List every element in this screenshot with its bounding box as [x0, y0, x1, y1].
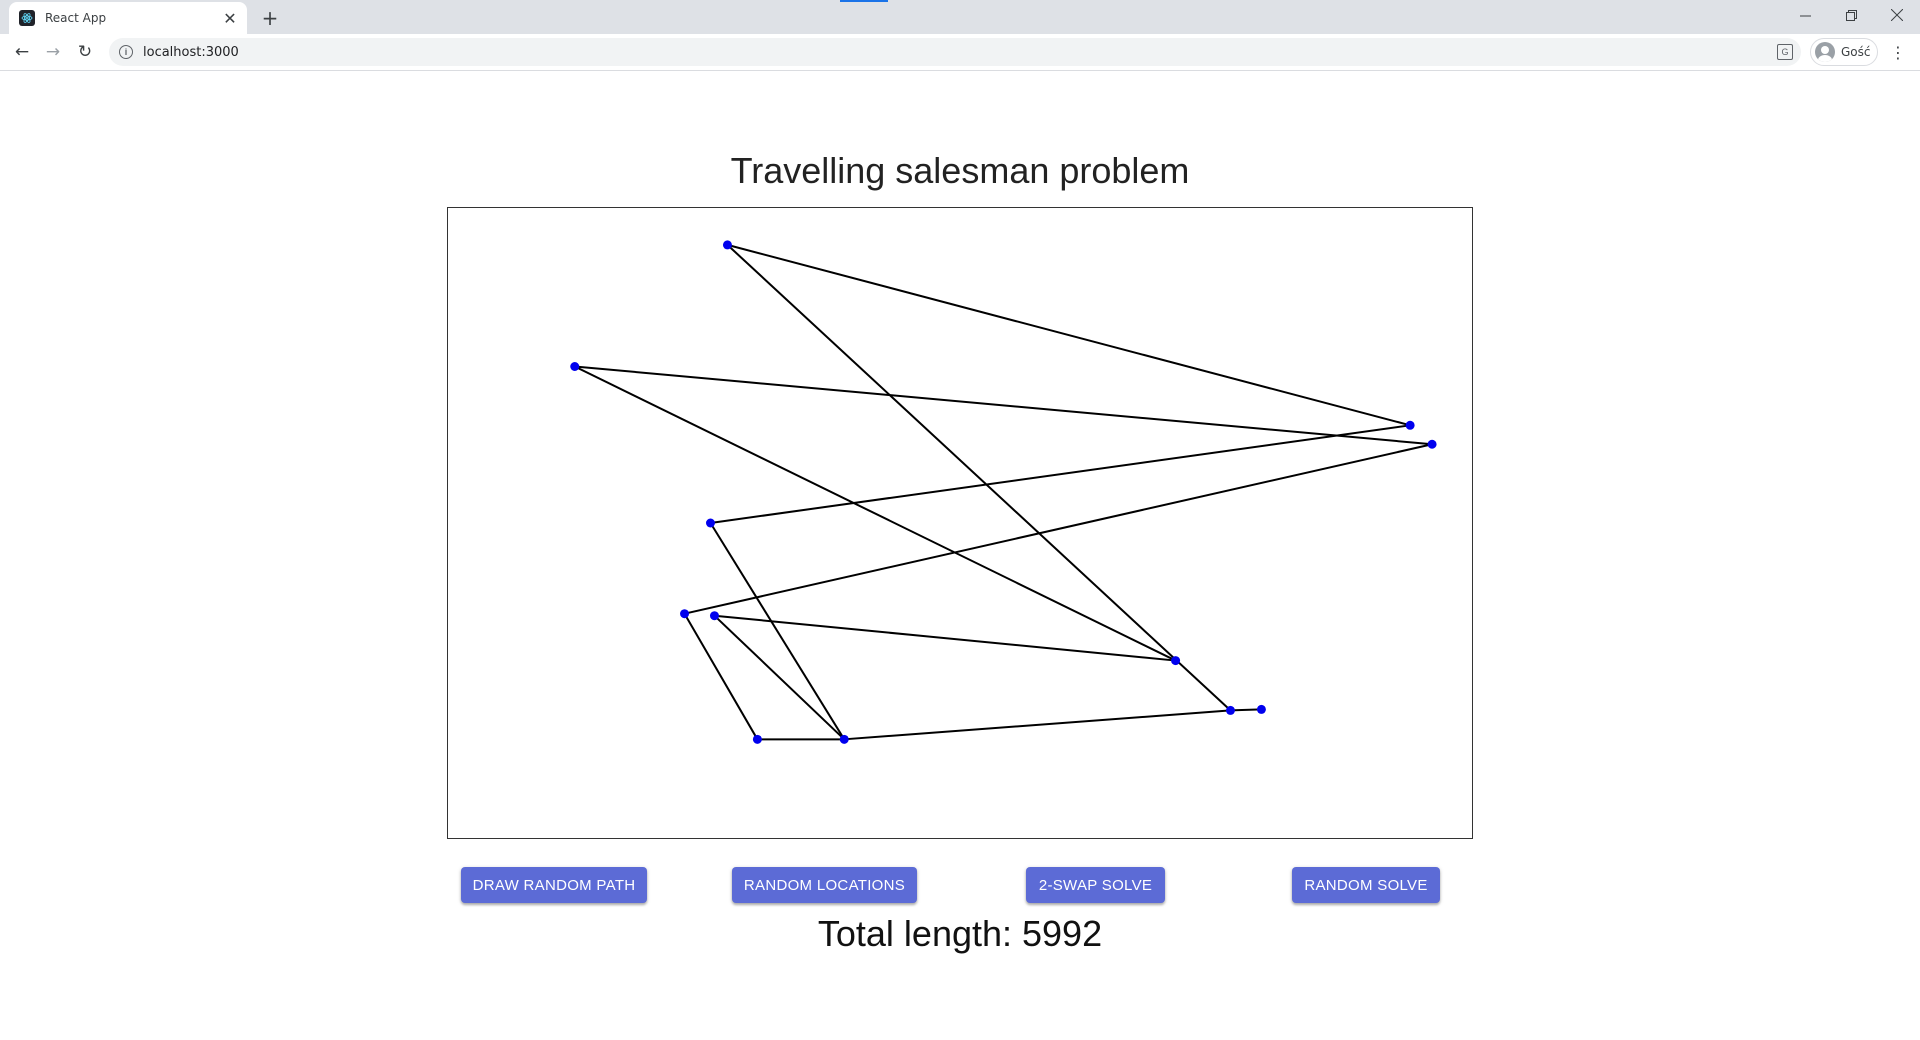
browser-tab[interactable]: React App ✕ [9, 2, 247, 34]
path-segment [684, 443, 1433, 615]
city-point [1256, 704, 1266, 714]
city-point [705, 518, 715, 528]
address-url[interactable]: localhost:3000 [143, 44, 239, 60]
profile-name: Gość [1841, 45, 1871, 59]
back-arrow-icon[interactable]: ← [14, 42, 30, 62]
city-point [709, 611, 719, 621]
tsp-canvas [447, 207, 1473, 839]
path-segment [713, 614, 845, 741]
path-segment [726, 244, 1232, 712]
city-point [1405, 420, 1415, 430]
city-point [839, 734, 849, 744]
profile-button[interactable]: Gość [1810, 38, 1878, 66]
path-segment [574, 365, 1177, 662]
city-point [722, 240, 732, 250]
minimize-icon[interactable] [1782, 0, 1828, 30]
total-length: Total length: 5992 [817, 913, 1103, 954]
path-segment [844, 709, 1231, 741]
translate-icon[interactable]: G [1777, 44, 1793, 60]
city-point [1427, 439, 1437, 449]
two-swap-solve-button[interactable]: 2-SWAP SOLVE [1026, 867, 1165, 903]
random-solve-button[interactable]: RANDOM SOLVE [1292, 867, 1440, 903]
react-logo-icon [19, 10, 35, 26]
path-segment [710, 424, 1411, 524]
plus-icon[interactable]: + [261, 6, 279, 30]
city-point [752, 734, 762, 744]
city-point [680, 609, 690, 619]
close-window-icon[interactable] [1874, 0, 1920, 30]
city-point [1225, 705, 1235, 715]
path-segment [683, 613, 759, 740]
city-point [570, 361, 580, 371]
path-segment [727, 243, 1411, 427]
path-segment [709, 522, 846, 740]
forward-arrow-icon[interactable]: → [45, 42, 61, 62]
address-bar[interactable]: i localhost:3000 G [109, 38, 1801, 66]
info-icon[interactable]: i [119, 45, 133, 59]
kebab-menu-icon[interactable]: ⋮ [1890, 42, 1906, 62]
browser-toolbar: ← → ↻ i localhost:3000 G Gość ⋮ [0, 34, 1920, 71]
tab-title: React App [45, 11, 107, 25]
tsp-plot [570, 240, 1437, 744]
path-segment [574, 365, 1433, 446]
tab-strip: React App ✕ + [0, 0, 1920, 34]
path-segment [714, 614, 1176, 662]
page-title: Travelling salesman problem [730, 150, 1190, 191]
draw-random-path-button[interactable]: DRAW RANDOM PATH [461, 867, 647, 903]
tab-strip-indicator [840, 0, 888, 2]
restore-icon[interactable] [1828, 0, 1874, 30]
avatar-icon [1815, 42, 1835, 62]
close-icon[interactable]: ✕ [223, 8, 237, 28]
city-point [1171, 656, 1181, 666]
path-segment [1230, 708, 1262, 712]
random-locations-button[interactable]: RANDOM LOCATIONS [732, 867, 917, 903]
reload-icon[interactable]: ↻ [77, 42, 93, 62]
